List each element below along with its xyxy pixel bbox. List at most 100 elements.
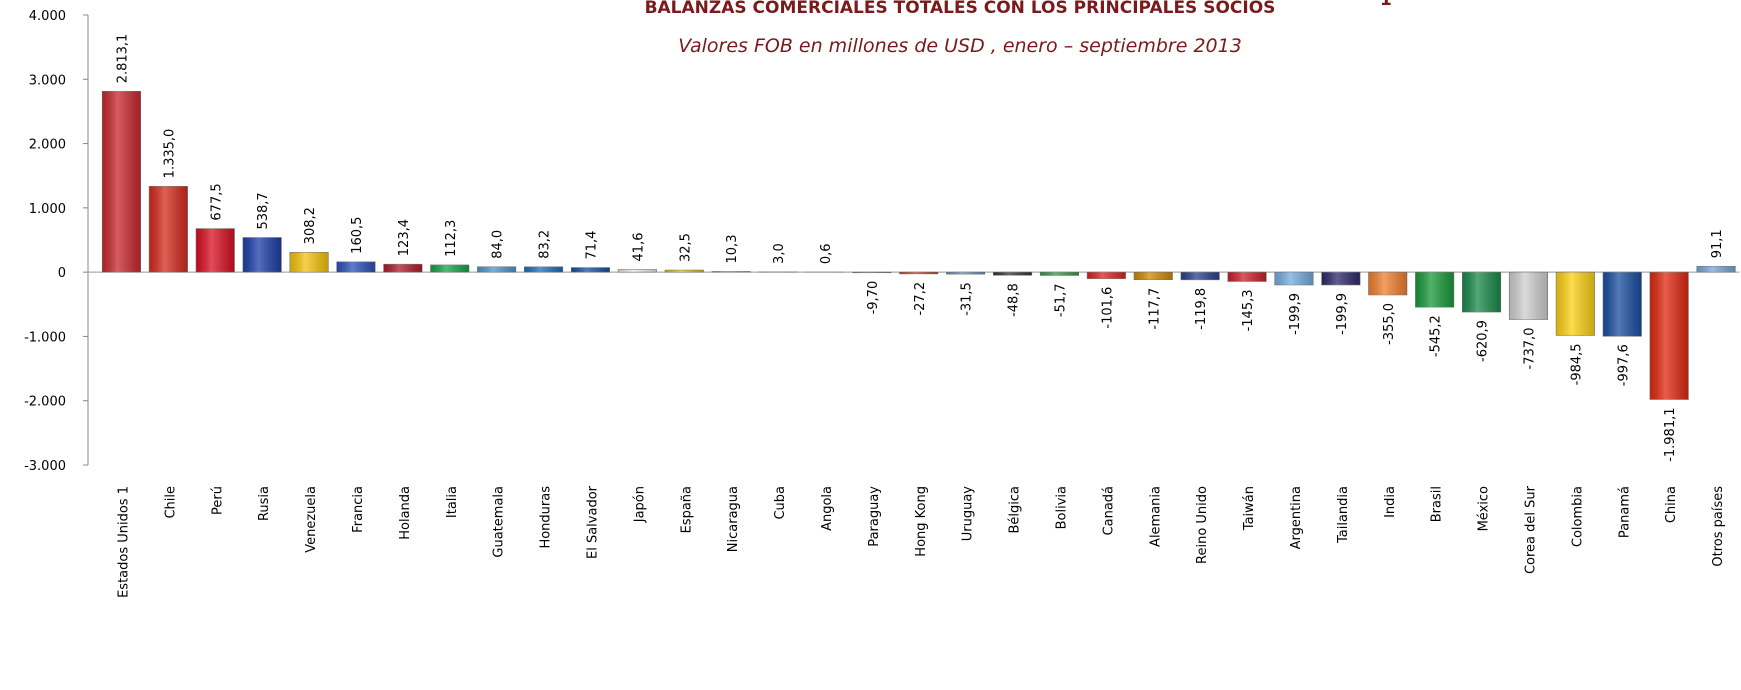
x-tick-label: Hong Kong	[914, 486, 929, 557]
value-label: -545,2	[1429, 315, 1444, 357]
bar-shade	[196, 228, 235, 273]
x-tick-label: México	[1477, 486, 1492, 531]
value-label: 71,4	[584, 231, 599, 260]
x-tick-label: Uruguay	[961, 486, 976, 542]
value-label: 308,2	[303, 207, 318, 244]
x-tick-label: Corea del Sur	[1523, 485, 1538, 574]
x-tick-label: Venezuela	[304, 486, 319, 553]
value-label: -145,3	[1241, 289, 1256, 331]
y-tick-label: 3.000	[29, 73, 66, 88]
bar-shade	[477, 266, 516, 273]
x-tick-label: Tailandia	[1336, 486, 1351, 544]
chart-title: BALANZAS COMERCIALES TOTALES CON LOS PRI…	[645, 0, 1276, 18]
y-tick-label: -3.000	[24, 459, 66, 474]
x-tick-label: Taiwán	[1242, 486, 1257, 531]
x-tick-label: Colombia	[1570, 486, 1585, 547]
bar-shade	[665, 270, 704, 273]
bar-shade	[1649, 272, 1689, 400]
y-tick-label: 4.000	[29, 9, 66, 24]
x-tick-label: India	[1383, 486, 1398, 518]
value-label: 84,0	[491, 230, 506, 259]
x-tick-label: Estados Unidos 1	[116, 486, 131, 598]
x-tick-label: Guatemala	[492, 486, 507, 558]
x-tick-label: España	[679, 486, 694, 533]
x-tick-label: Chile	[163, 486, 178, 519]
title-note: 1	[1380, 0, 1392, 10]
value-label: 41,6	[631, 233, 646, 262]
bar-shade	[1696, 266, 1736, 273]
bar-shade	[383, 264, 423, 273]
value-label: -101,6	[1100, 287, 1115, 329]
value-label: -355,0	[1382, 303, 1397, 345]
value-label: 3,0	[772, 243, 787, 264]
value-label: -737,0	[1522, 328, 1537, 370]
x-tick-label: Nicaragua	[726, 486, 741, 552]
value-label: 0,6	[819, 243, 834, 264]
value-label: 83,2	[538, 230, 553, 259]
x-tick-label: Japón	[632, 486, 647, 523]
value-label: 91,1	[1710, 229, 1725, 258]
value-label: -199,9	[1335, 293, 1350, 335]
bar-shade	[1180, 272, 1220, 280]
bar-shade	[1603, 272, 1642, 337]
bar-shade	[242, 237, 282, 273]
y-tick-label: -1.000	[24, 330, 66, 345]
x-tick-label: Alemania	[1148, 486, 1163, 547]
x-tick-label: Honduras	[539, 486, 554, 549]
x-tick-label: Panamá	[1617, 486, 1632, 538]
bar-shade	[336, 261, 376, 273]
x-tick-label: Canadá	[1101, 486, 1116, 535]
value-label: 677,5	[209, 183, 224, 220]
bar-shade	[1321, 272, 1361, 285]
x-tick-label: Cuba	[773, 486, 788, 520]
y-tick-label: 1.000	[29, 202, 66, 217]
value-label: 10,3	[725, 235, 740, 264]
x-tick-label: Paraguay	[867, 486, 882, 547]
value-label: -31,5	[960, 282, 975, 316]
value-label: -119,8	[1194, 288, 1209, 330]
bar-shade	[711, 271, 751, 273]
value-label: -51,7	[1053, 283, 1068, 317]
x-tick-label: Perú	[210, 486, 225, 515]
value-label: 2.813,1	[115, 34, 130, 84]
x-tick-label: Holanda	[398, 486, 413, 540]
x-tick-label: Francia	[351, 486, 366, 533]
bar-shade	[524, 266, 563, 273]
y-tick-label: 0	[58, 266, 66, 281]
value-label: 112,3	[444, 220, 459, 257]
value-label: 538,7	[256, 192, 271, 229]
x-tick-label: Argentina	[1289, 486, 1304, 549]
x-tick-label: Otros países	[1711, 486, 1726, 567]
y-tick-label: 2.000	[29, 138, 66, 153]
bar-shade	[1509, 272, 1548, 320]
value-label: -48,8	[1007, 283, 1022, 317]
value-label: -117,7	[1147, 288, 1162, 330]
x-tick-label: Brasil	[1430, 486, 1445, 522]
value-label: -1.981,1	[1663, 407, 1678, 461]
bar-shade	[1227, 272, 1267, 282]
bar-shade	[1556, 272, 1595, 336]
value-label: -997,6	[1616, 344, 1631, 386]
bar-shade	[430, 264, 469, 273]
value-label: -27,2	[913, 282, 928, 316]
value-label: 123,4	[397, 219, 412, 256]
x-tick-label: China	[1664, 486, 1679, 523]
bar-shade	[852, 272, 892, 273]
x-tick-label: El Salvador	[585, 485, 600, 559]
chart-subtitle: Valores FOB en millones de USD , enero –…	[678, 35, 1242, 57]
bar-shade	[946, 272, 985, 275]
bar-shade	[618, 269, 657, 273]
bar-shade	[1462, 272, 1501, 313]
bar-shade	[1134, 272, 1173, 280]
bar-shade	[1087, 272, 1126, 279]
x-tick-label: Bolivia	[1054, 486, 1069, 529]
bar-shade	[289, 252, 329, 273]
y-tick-label: -2.000	[24, 395, 66, 410]
value-label: 160,5	[350, 217, 365, 254]
value-label: -620,9	[1476, 320, 1491, 362]
value-label: 32,5	[678, 233, 693, 262]
x-tick-label: Italia	[445, 486, 460, 518]
bar-shade	[1415, 272, 1454, 308]
bar-shade	[149, 186, 188, 273]
